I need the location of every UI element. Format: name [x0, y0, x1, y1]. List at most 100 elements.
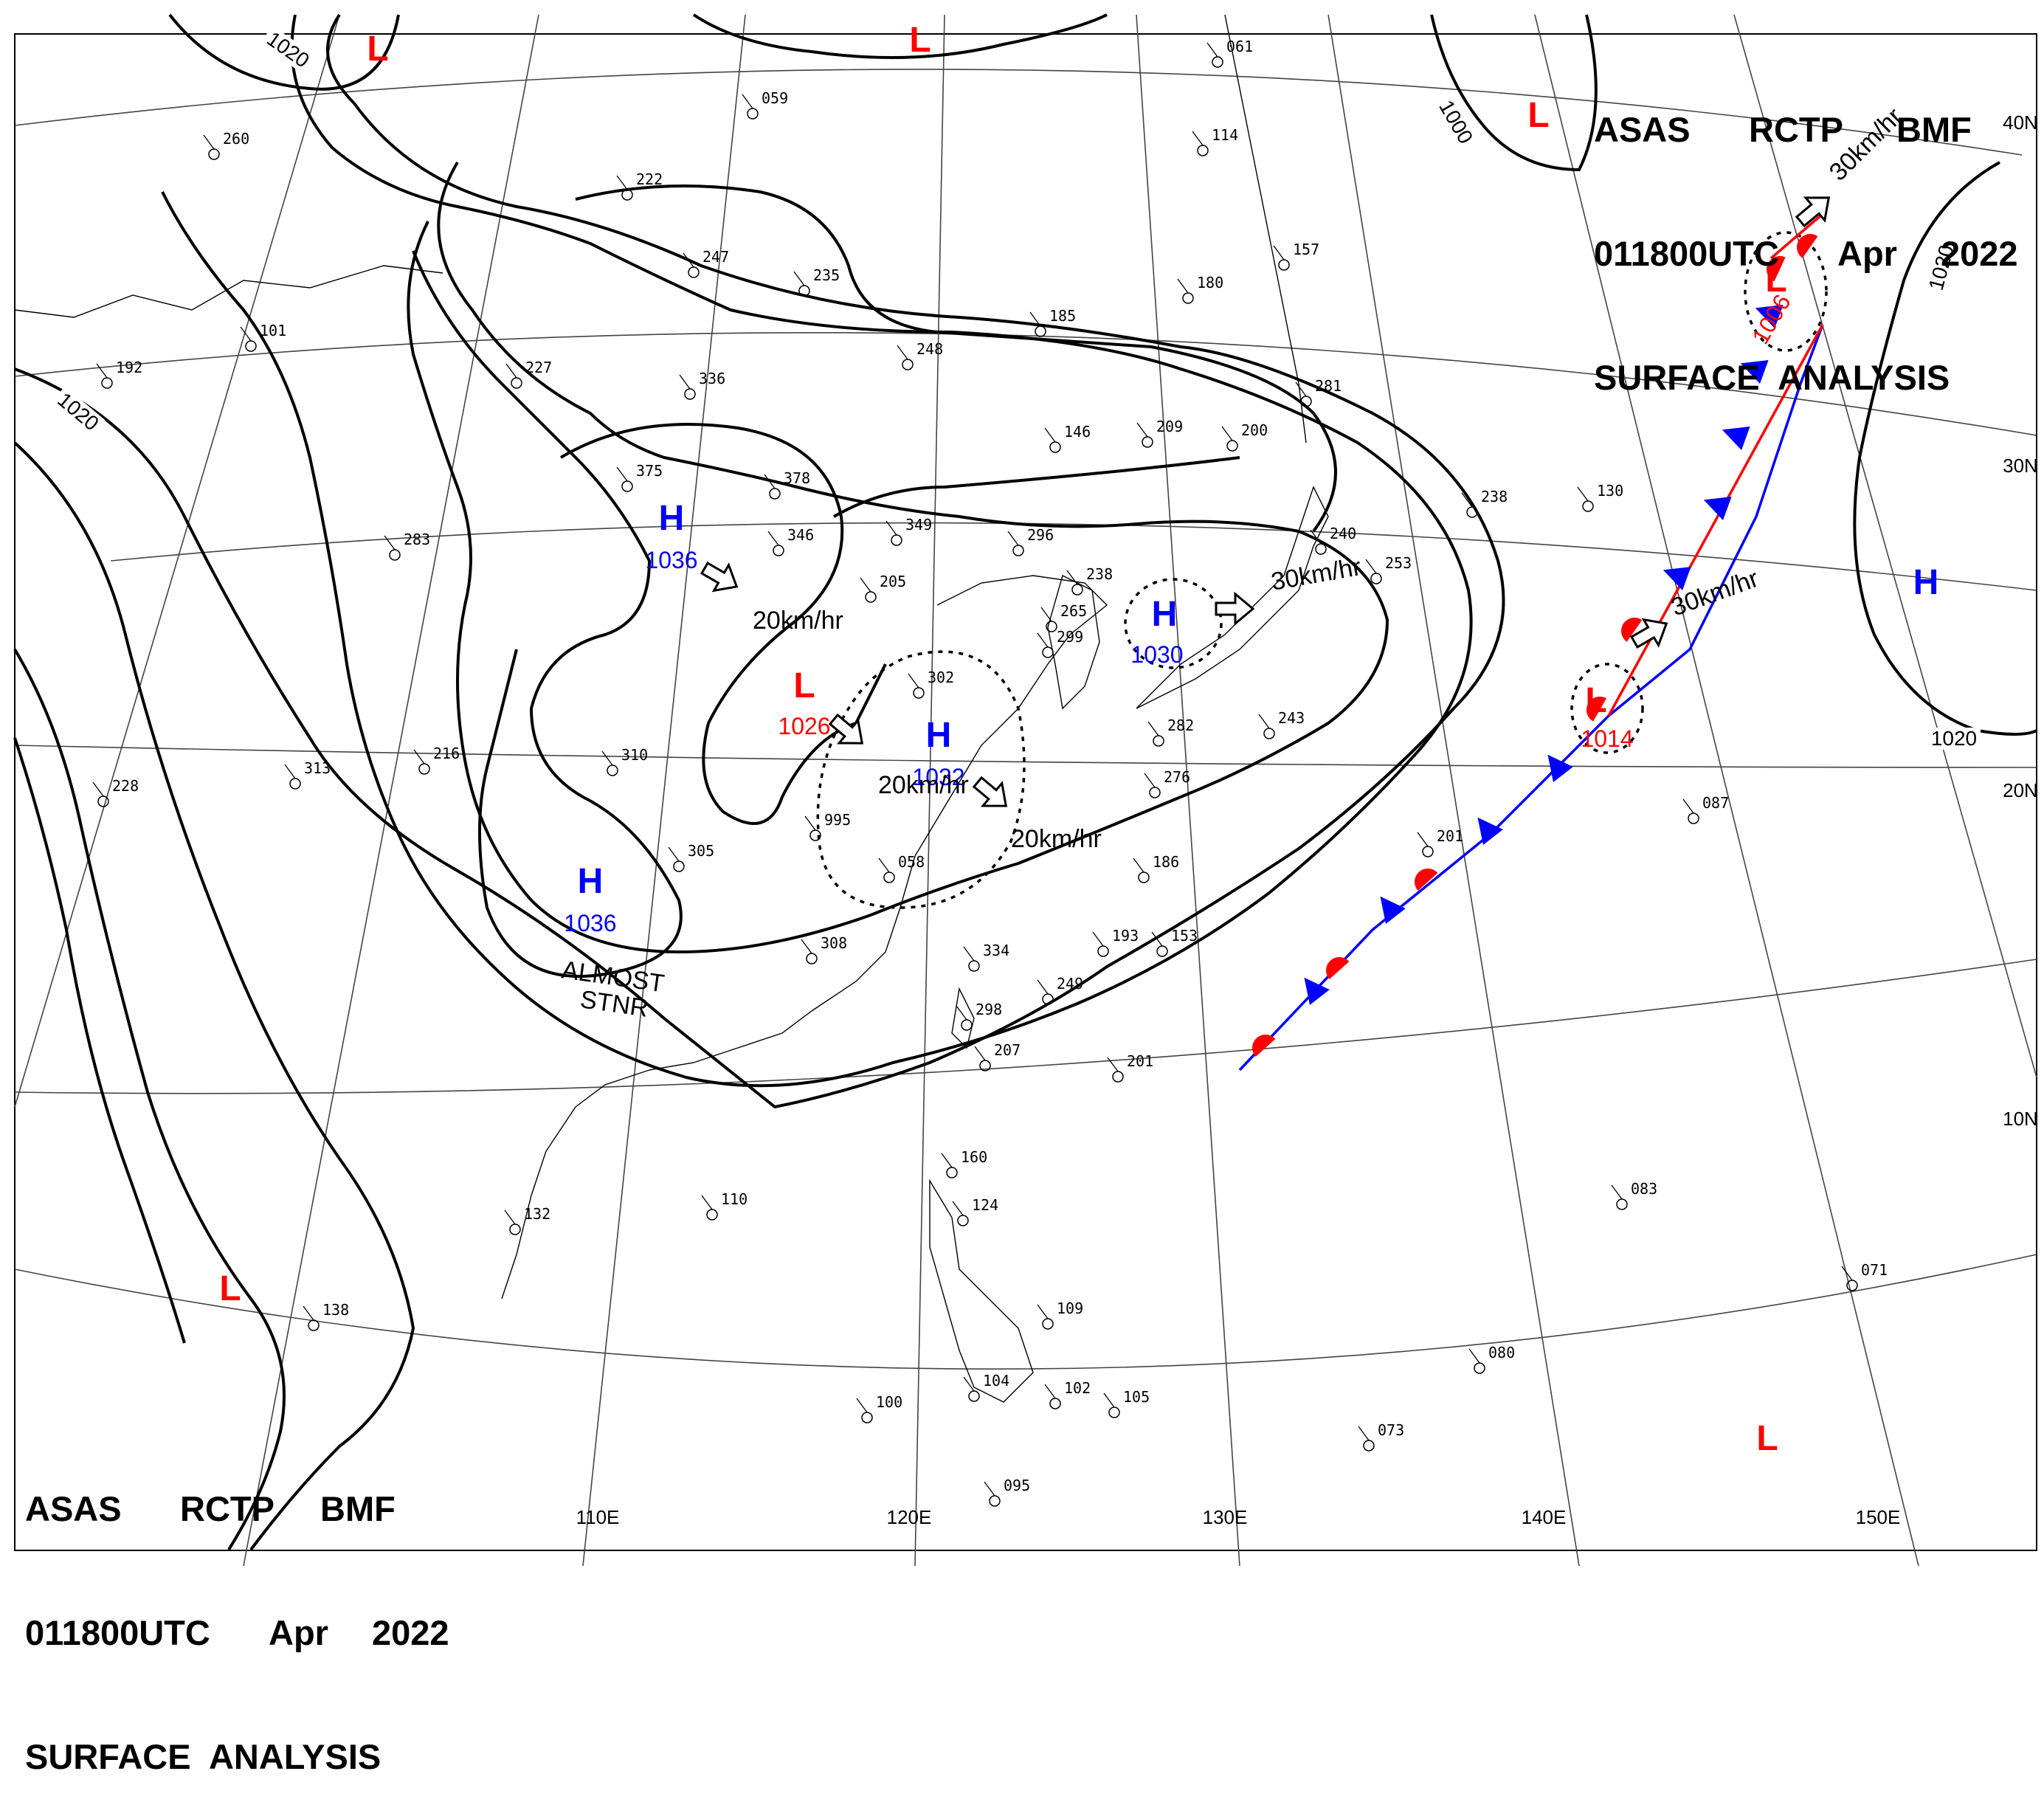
front-line-warm — [1607, 324, 1824, 717]
coast-china — [501, 575, 1108, 1299]
station-plot: 334 — [963, 942, 1009, 972]
wind-barb — [767, 531, 779, 546]
map-background — [0, 0, 2044, 1566]
station-pressure-value: 334 — [983, 942, 1009, 959]
station-pressure-value: 227 — [525, 359, 552, 376]
motion-speed-label: 20km/hr — [753, 607, 843, 635]
high-pressure-symbol: H — [1913, 563, 1939, 602]
station-pressure-value: 130 — [1597, 482, 1623, 500]
latitude-label: 40N — [2003, 111, 2038, 134]
latitude-label: 20N — [2003, 779, 2038, 801]
low-pressure-symbol: L — [1527, 96, 1549, 135]
wind-barb — [1007, 531, 1019, 546]
station-plot: 216 — [413, 745, 460, 775]
warm-front-semicircle — [1326, 957, 1350, 980]
longitude-label: 130E — [1203, 1506, 1248, 1528]
wind-barb — [683, 252, 694, 268]
station-pressure-value: 313 — [304, 759, 331, 777]
station-plot: 283 — [384, 531, 430, 561]
center-pressure-value: 1036 — [564, 910, 616, 936]
station-plot: 305 — [668, 842, 714, 872]
longitude-label: 150E — [1856, 1506, 1901, 1528]
center-pressure-value: 1032 — [912, 764, 964, 790]
wind-barb — [1133, 857, 1144, 873]
high-pressure-symbol: H — [1152, 595, 1178, 634]
wind-barb — [92, 781, 104, 797]
cold-front-triangle — [1380, 896, 1406, 924]
wind-barb — [956, 1005, 967, 1021]
wind-barb — [908, 673, 919, 688]
high-pressure-symbol: H — [926, 716, 952, 755]
motion-arrows — [700, 196, 1831, 807]
wind-barb — [742, 94, 753, 109]
station-pressure-value: 101 — [260, 322, 286, 339]
station-plot: 346 — [767, 526, 814, 556]
wind-barb — [1258, 714, 1270, 729]
cold-front-triangle — [1740, 360, 1769, 384]
isobar-label-bg — [1924, 239, 1960, 297]
station-plot: 243 — [1258, 709, 1305, 739]
station-pressure-value: 186 — [1153, 853, 1179, 871]
station-plot: 058 — [878, 853, 925, 883]
station-pressure-value: 146 — [1064, 423, 1091, 441]
latitude-20n-line — [14, 745, 2037, 768]
cold-front-triangle — [1477, 817, 1503, 845]
isobar-southwest-2 — [13, 648, 286, 1551]
low-pressure-symbol: L — [1756, 1419, 1778, 1458]
wind-barb — [284, 764, 296, 779]
header-bottom-line2: 011800UTC Apr 2022 — [25, 1612, 449, 1654]
wind-barb — [1310, 529, 1322, 545]
meridian-90e — [14, 14, 340, 1108]
wind-barb — [1682, 798, 1694, 814]
warm-front-semicircle — [1767, 256, 1786, 282]
wind-barb — [1151, 931, 1163, 947]
coast-korea — [1047, 574, 1100, 710]
motion-speed-label: 20km/hr — [878, 771, 969, 799]
isobar-north-arc — [692, 13, 1108, 59]
station-plot: 299 — [1037, 628, 1083, 658]
station-pressure-value: 282 — [1167, 717, 1194, 734]
warm-front-semicircle — [1415, 869, 1438, 891]
wind-barb — [1221, 426, 1233, 441]
station-plot: 186 — [1133, 853, 1179, 883]
cold-front-triangle — [1722, 427, 1750, 450]
header-bottom-station: RCTP — [180, 1489, 275, 1528]
station-plot: 302 — [908, 669, 954, 699]
station-plot: 087 — [1682, 794, 1729, 824]
header-bottom-line1: ASAS RCTP BMF — [25, 1488, 449, 1530]
warm-front-semicircle — [1252, 1035, 1276, 1057]
dashed-low-1006 — [1744, 231, 1828, 352]
meridian-130e — [1136, 14, 1240, 1566]
header-bottom-month: Apr — [269, 1613, 328, 1652]
station-plot: 083 — [1611, 1180, 1657, 1210]
meridian-150e — [1534, 14, 1919, 1566]
wind-barb — [1273, 245, 1285, 260]
header-bottom: ASAS RCTP BMF 011800UTC Apr 2022 SURFACE… — [25, 1406, 449, 1819]
latitude-0-line — [14, 1254, 2037, 1370]
station-plot: 124 — [952, 1196, 998, 1226]
station-pressure-value: 192 — [116, 359, 142, 376]
station-plot: 110 — [701, 1190, 747, 1221]
wind-barb — [1147, 721, 1159, 736]
coast-taiwan — [951, 987, 975, 1049]
station-plot: 201 — [1417, 827, 1463, 857]
center-pressure-value: 1030 — [1130, 641, 1183, 668]
station-plot: 180 — [1177, 274, 1223, 304]
low-pressure-symbol: L — [367, 30, 388, 69]
station-plot: 227 — [505, 359, 552, 389]
station-pressure-value: 299 — [1057, 628, 1083, 646]
station-pressure-value: 138 — [322, 1301, 349, 1319]
station-plot: 308 — [801, 934, 847, 964]
station-pressure-value: 265 — [1060, 602, 1087, 620]
wind-barb — [413, 749, 425, 764]
coastline — [14, 14, 1329, 1403]
station-plot: 282 — [1147, 717, 1194, 747]
isobar-label-bg — [260, 25, 317, 75]
station-plot: 071 — [1841, 1261, 1888, 1291]
station-plot: 109 — [1037, 1299, 1083, 1330]
station-pressure-value: 200 — [1241, 421, 1268, 439]
wind-barb — [1192, 131, 1204, 146]
station-plot: 276 — [1144, 768, 1190, 798]
